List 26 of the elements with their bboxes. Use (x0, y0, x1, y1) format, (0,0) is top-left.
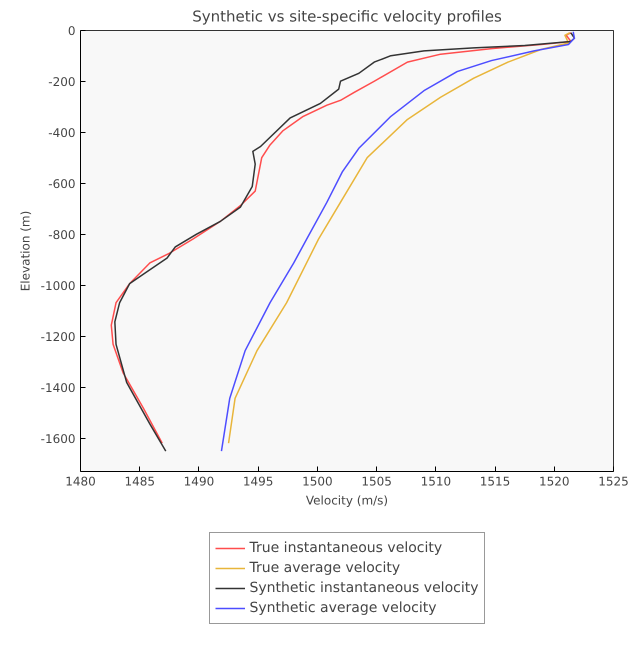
y-tick-label: 0 (68, 24, 76, 38)
y-axis-title: Elevation (m) (18, 210, 33, 292)
x-tick-label: 1480 (65, 474, 96, 488)
x-tick-label: 1515 (480, 474, 510, 488)
y-tick-label: -600 (48, 176, 76, 191)
y-tick-label: -400 (48, 126, 76, 140)
chart-title: Synthetic vs site-specific velocity profiles (192, 8, 502, 26)
y-tick-label: -1400 (40, 380, 76, 395)
x-tick-label: 1485 (124, 474, 155, 488)
legend-label: True average velocity (250, 560, 400, 576)
legend-label: Synthetic average velocity (250, 600, 437, 616)
legend-label: True instantaneous velocity (250, 540, 442, 556)
y-tick-label: -1200 (40, 330, 76, 344)
y-tick-label: -1000 (40, 278, 76, 293)
x-tick-label: 1510 (420, 474, 452, 488)
legend-label: Synthetic instantaneous velocity (250, 580, 478, 596)
x-axis-title: Velocity (m/s) (306, 494, 388, 508)
y-tick-label: -800 (48, 228, 76, 242)
y-tick-label: -200 (48, 74, 76, 89)
x-tick-label: 1500 (302, 474, 333, 488)
x-tick-label: 1520 (539, 474, 570, 488)
x-tick-label: 1495 (242, 474, 274, 488)
x-tick-label: 1525 (598, 474, 629, 488)
x-tick-label: 1490 (184, 474, 214, 488)
x-tick-label: 1505 (361, 474, 392, 488)
y-tick-label: -1600 (40, 432, 76, 446)
